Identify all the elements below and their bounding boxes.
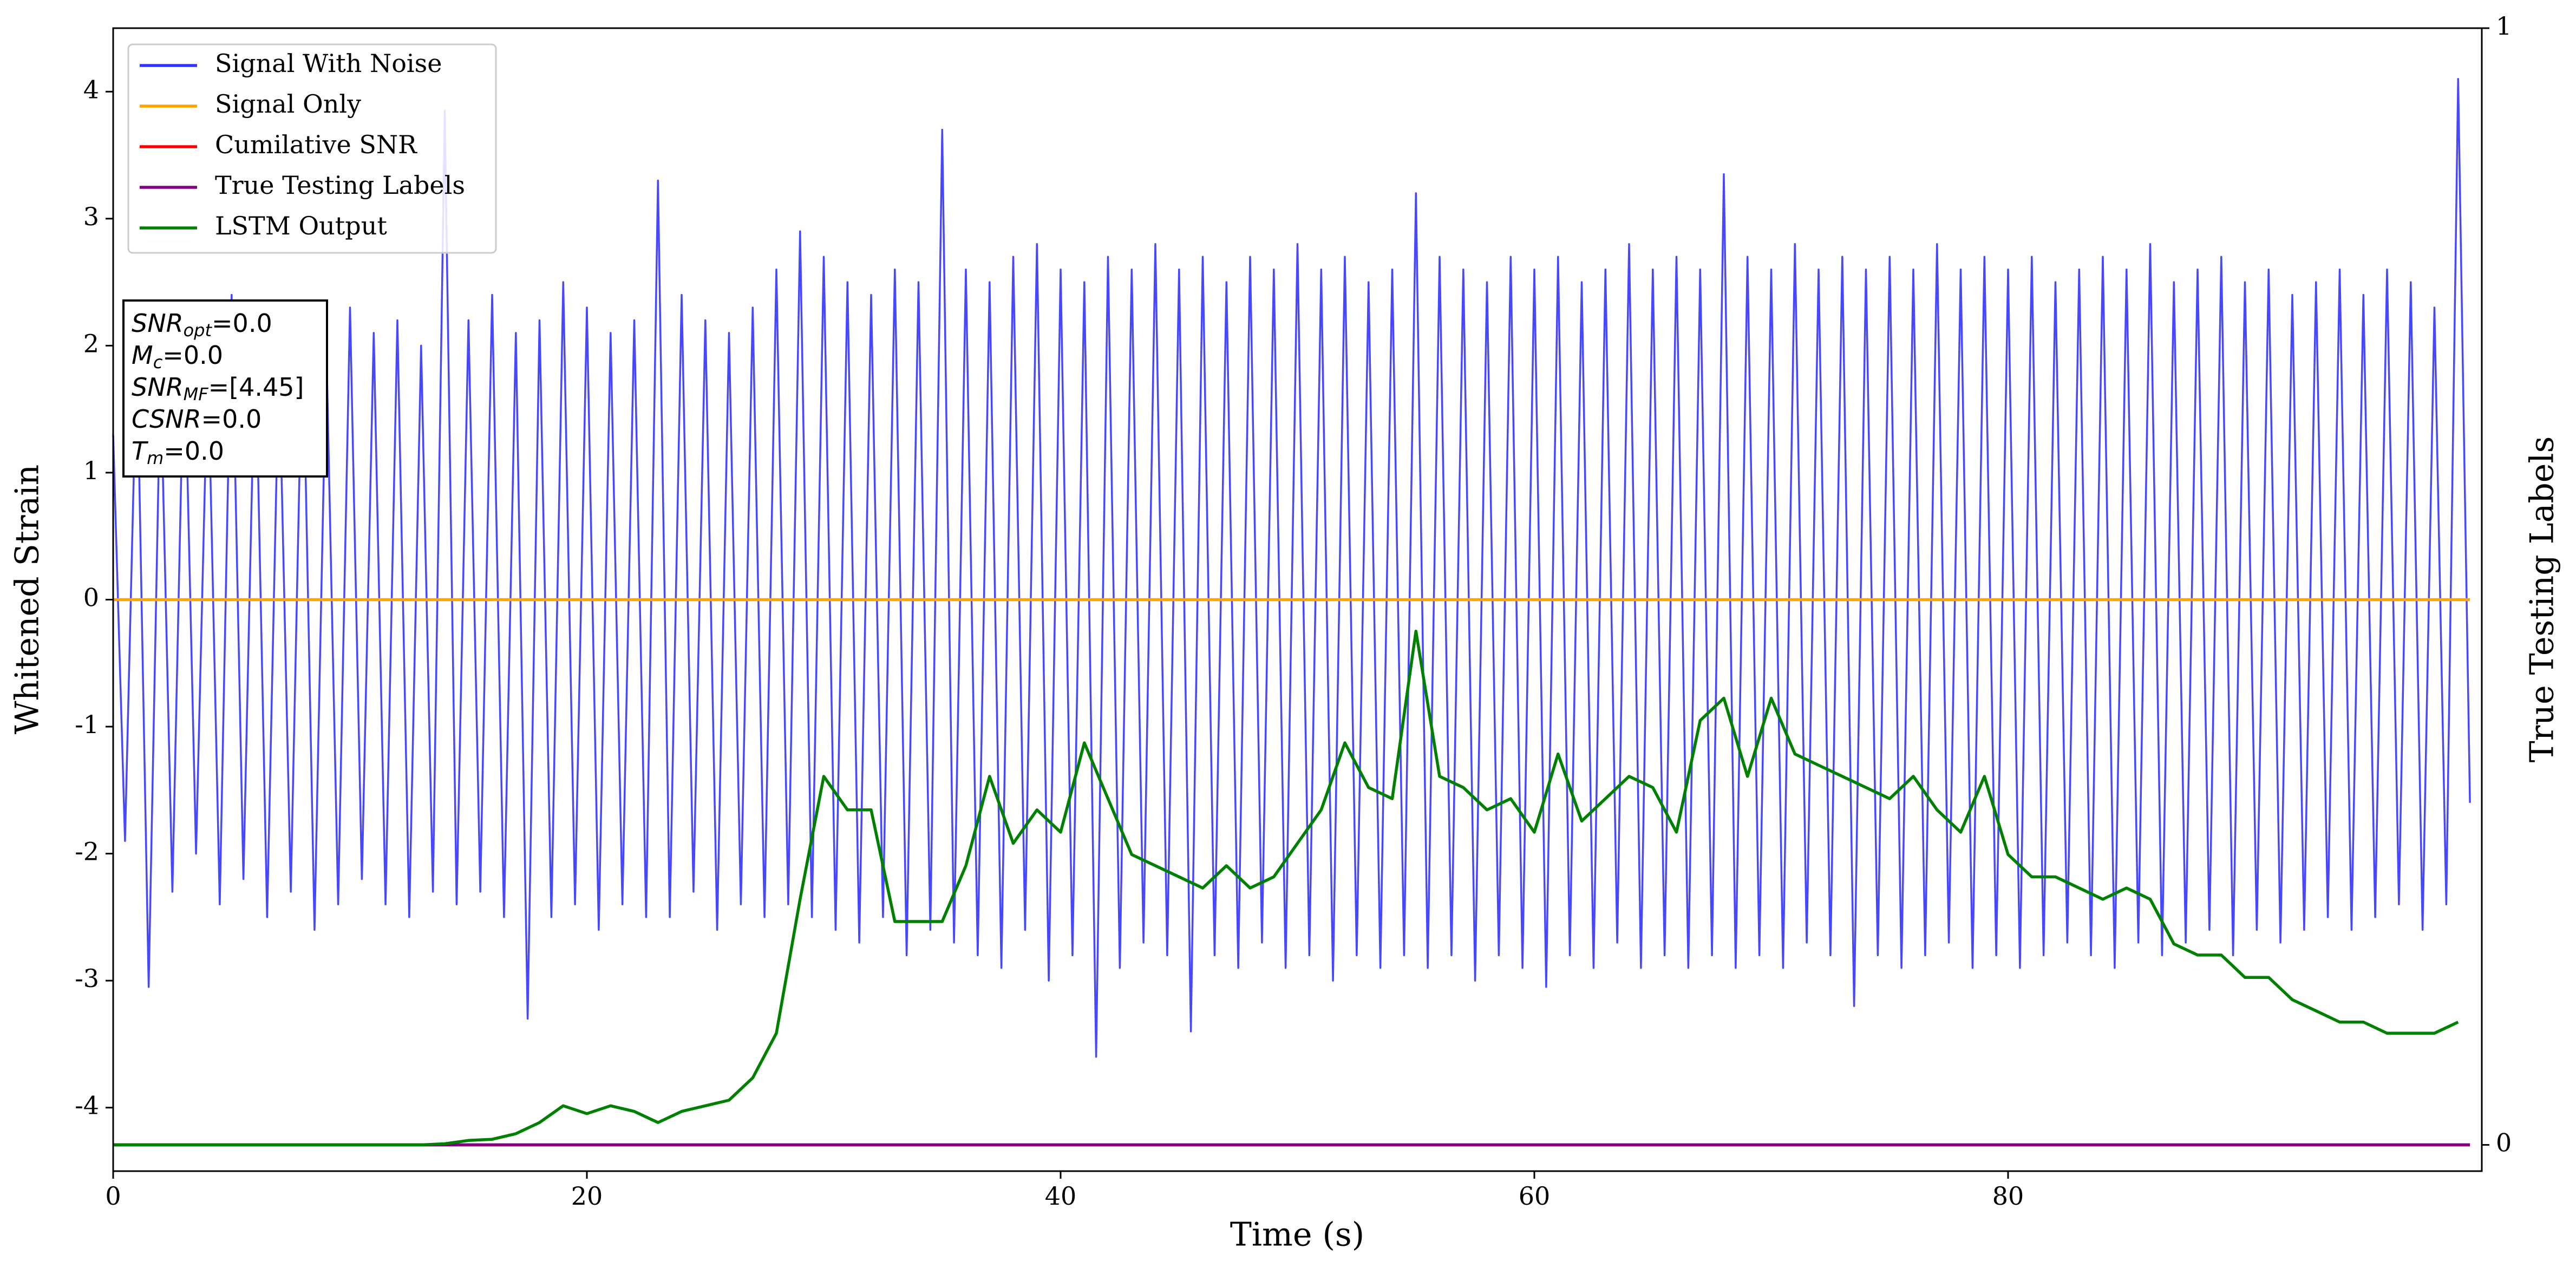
annotation-rest: =0.0 [212, 309, 272, 338]
y-tick-label: 2 [83, 329, 99, 358]
annotation-line: SNRopt=0.0 [132, 309, 272, 341]
annotation-line: CSNR=0.0 [132, 404, 261, 434]
y-tick-label: 4 [83, 75, 99, 104]
x-axis-label: Time (s) [1230, 1216, 1364, 1254]
y-tick-label: -2 [75, 837, 99, 866]
x-tick-label: 40 [1045, 1181, 1077, 1211]
x-tick-label: 80 [1992, 1181, 2024, 1211]
annotation-rest: =[4.45] [208, 373, 304, 402]
legend-label: True Testing Labels [215, 171, 465, 200]
annotation-base: SNR [132, 309, 184, 338]
y-axis-label: Whitened Strain [9, 465, 47, 734]
annotation-rest: =0.0 [164, 436, 224, 466]
y-tick-label: 0 [83, 583, 99, 612]
annotation-box [122, 299, 328, 478]
y2-tick-label: 1 [2496, 11, 2512, 41]
annotation-line: Mc=0.0 [132, 341, 223, 373]
y-tick-label: 1 [83, 456, 99, 485]
annotation-sub: m [147, 448, 164, 468]
y2-tick-label: 0 [2496, 1128, 2512, 1158]
annotation-line: Tm=0.0 [132, 436, 224, 469]
annotation-rest: =0.0 [201, 404, 262, 434]
annotation-rest: =0.0 [162, 341, 223, 370]
legend-label: Signal Only [215, 89, 361, 119]
legend-label: LSTM Output [215, 211, 387, 240]
annotation-base: CSNR [132, 404, 201, 434]
y2-axis-label: True Testing Labels [2523, 436, 2561, 763]
annotation-base: M [132, 341, 153, 370]
y-tick-label: -1 [75, 710, 99, 739]
plot-area [112, 78, 2471, 1147]
x-tick-label: 20 [571, 1181, 603, 1211]
x-tick-label: 60 [1519, 1181, 1551, 1211]
legend: Signal With Noise Signal Only Cumilative S… [127, 43, 497, 254]
y-tick-label: 3 [83, 202, 99, 231]
series-line [113, 630, 2459, 1147]
series-line [112, 78, 2471, 1058]
annotation-sub: opt [184, 320, 213, 341]
legend-box [127, 43, 497, 254]
x-tick-label: 0 [105, 1181, 121, 1211]
annotation-base: T [132, 436, 149, 466]
y-tick-label: -4 [75, 1091, 99, 1120]
annotation: SNRopt=0.0Mc=0.0SNRMF=[4.45]CSNR=0.0Tm=0… [122, 299, 328, 478]
annotation-sub: MF [184, 384, 209, 404]
annotation-base: SNR [132, 373, 184, 402]
annotation-line: SNRMF=[4.45] [132, 373, 304, 405]
legend-label: Signal With Noise [215, 49, 442, 78]
legend-label: Cumilative SNR [215, 130, 417, 159]
y-tick-label: -3 [75, 964, 99, 993]
annotation-sub: c [153, 352, 163, 373]
